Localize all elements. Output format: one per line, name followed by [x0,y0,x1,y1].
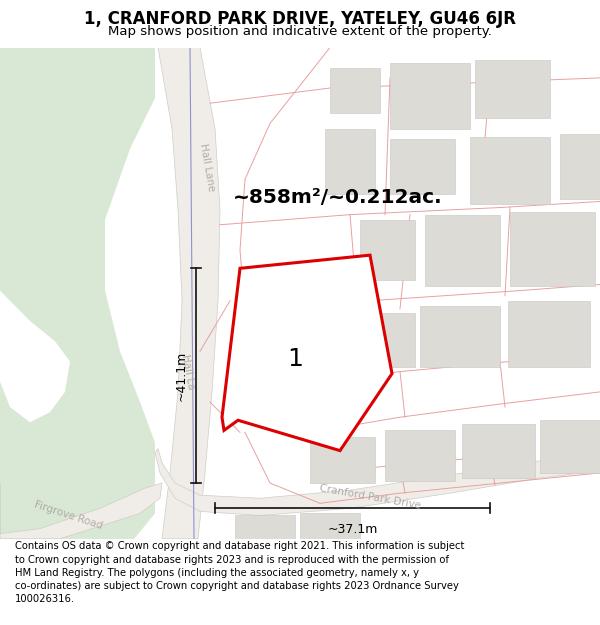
Polygon shape [0,48,155,544]
Polygon shape [390,62,470,129]
Text: Hall La: Hall La [180,353,196,390]
Polygon shape [540,420,600,473]
Text: Cranford Park Drive: Cranford Park Drive [319,483,421,511]
Polygon shape [425,214,500,286]
Polygon shape [420,306,500,366]
Polygon shape [475,59,550,118]
Polygon shape [385,431,455,481]
Polygon shape [158,48,220,539]
Polygon shape [508,301,590,366]
Polygon shape [355,313,415,366]
Polygon shape [310,438,375,483]
Polygon shape [330,68,380,113]
Polygon shape [0,483,162,539]
Polygon shape [300,513,360,539]
Text: ~41.1m: ~41.1m [175,351,188,401]
Text: Contains OS data © Crown copyright and database right 2021. This information is : Contains OS data © Crown copyright and d… [15,541,464,604]
Polygon shape [235,516,295,539]
Text: ~858m²/~0.212ac.: ~858m²/~0.212ac. [233,188,443,207]
Text: 1: 1 [287,348,303,371]
Polygon shape [560,134,600,199]
Polygon shape [222,255,392,451]
Polygon shape [155,449,600,516]
Text: Firgrove Road: Firgrove Road [32,500,103,531]
Text: ~37.1m: ~37.1m [328,522,377,536]
Polygon shape [462,424,535,478]
Text: 1, CRANFORD PARK DRIVE, YATELEY, GU46 6JR: 1, CRANFORD PARK DRIVE, YATELEY, GU46 6J… [84,11,516,29]
Text: Map shows position and indicative extent of the property.: Map shows position and indicative extent… [108,25,492,38]
Polygon shape [510,212,595,286]
Polygon shape [325,129,375,194]
Polygon shape [390,139,455,194]
Polygon shape [470,137,550,204]
Text: Hall Lane: Hall Lane [198,142,216,192]
Polygon shape [360,220,415,281]
